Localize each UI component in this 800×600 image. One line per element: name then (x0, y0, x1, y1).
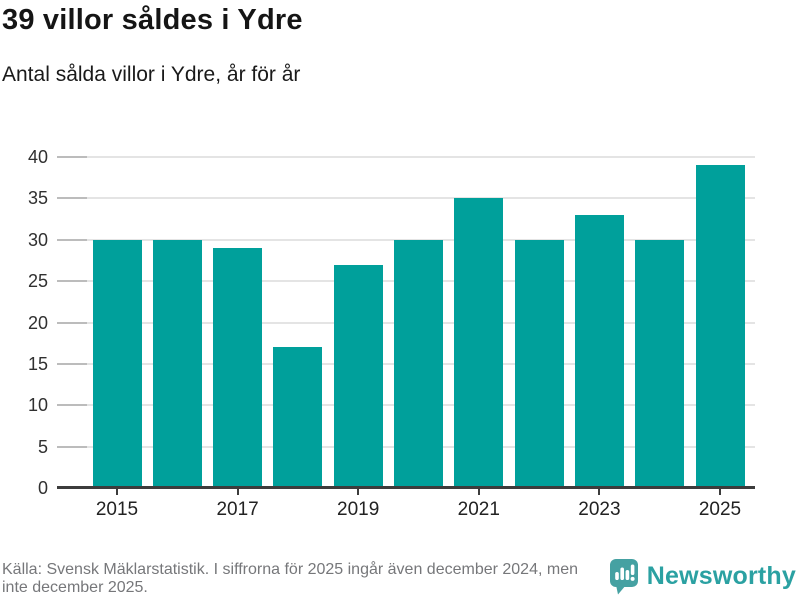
chart-subtitle: Antal sålda villor i Ydre, år för år (2, 63, 301, 86)
logo-wordmark: Newsworthy (646, 562, 796, 590)
source-note: Källa: Svensk Mäklarstatistik. I siffror… (2, 561, 578, 597)
source-note-line2: inte december 2025. (2, 579, 148, 596)
x-axis-label-2025: 2025 (698, 499, 742, 520)
ytick-mark-30 (57, 238, 87, 241)
y-axis-label-20: 20 (27, 312, 48, 333)
x-axis-label-2021: 2021 (457, 499, 500, 520)
bar-2018 (273, 347, 323, 488)
x-axis-label-2019: 2019 (337, 499, 380, 520)
chart-title: 39 villor såldes i Ydre (2, 4, 303, 36)
ytick-mark-20 (57, 321, 87, 324)
ytick-mark-5 (57, 445, 87, 448)
x-axis-line (57, 486, 755, 489)
bar-2020 (394, 239, 443, 488)
ytick-mark-35 (57, 197, 87, 200)
ytick-mark-10 (57, 404, 87, 407)
xtick-mark-2025 (719, 489, 721, 495)
y-axis-label-40: 40 (27, 147, 48, 167)
ytick-mark-15 (57, 362, 87, 365)
y-axis-label-0: 0 (37, 478, 48, 498)
bar-chart-speech-bubble-icon (609, 558, 640, 595)
x-axis-label-2017: 2017 (216, 499, 259, 520)
x-axis-label-2015: 2015 (95, 499, 139, 520)
y-axis-label-25: 25 (27, 271, 48, 292)
xtick-mark-2017 (236, 489, 239, 495)
y-axis-label-5: 5 (37, 436, 48, 457)
bar-2023 (574, 214, 624, 488)
gridline-y-40 (57, 156, 755, 158)
gridline-y-35 (57, 197, 755, 200)
xtick-mark-2015 (116, 489, 118, 495)
x-axis-label-2023: 2023 (578, 499, 621, 520)
newsworthy-logo: Newsworthy (609, 558, 796, 595)
y-axis-label-35: 35 (27, 188, 48, 209)
bar-2025 (695, 165, 745, 488)
bar-2022 (514, 239, 564, 488)
xtick-mark-2021 (477, 489, 480, 495)
bar-2016 (152, 239, 202, 488)
bar-2019 (333, 264, 383, 488)
ytick-mark-40 (57, 156, 87, 158)
bar-2015 (92, 239, 142, 488)
bar-2021 (454, 198, 504, 488)
y-axis-label-10: 10 (27, 395, 48, 416)
y-axis-label-30: 30 (27, 229, 48, 250)
xtick-mark-2023 (598, 489, 601, 495)
ytick-mark-25 (57, 280, 87, 283)
bar-2017 (213, 248, 263, 488)
y-axis-label-15: 15 (27, 353, 48, 374)
xtick-mark-2019 (357, 489, 360, 495)
bar-2024 (635, 239, 685, 488)
source-note-line1: Källa: Svensk Mäklarstatistik. I siffror… (2, 561, 578, 578)
